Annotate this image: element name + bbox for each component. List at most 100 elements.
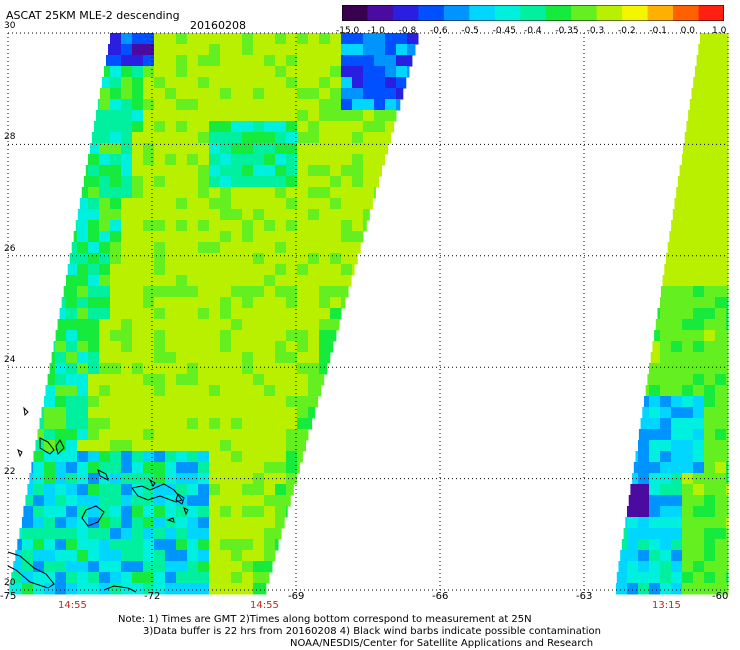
swath-cell [286,451,298,463]
swath-cell [726,231,729,243]
swath-cell [187,99,199,111]
swath-cell [242,44,254,56]
swath-cell [666,253,672,265]
swath-cell [253,165,265,177]
swath-cell [242,418,254,430]
swath-cell [143,220,155,232]
swath-cell [682,308,694,320]
swath-cell [176,143,188,155]
pass-time-3: 13:15 [652,600,681,611]
swath-cell [85,165,89,177]
swath-cell [69,253,78,265]
swath-cell [242,77,254,89]
swath-cell [319,297,331,309]
swath-cell [198,154,210,166]
swath-cell [726,572,729,584]
swath-cell [704,561,716,573]
swath-cell [308,396,319,408]
swath-cell [110,374,122,386]
swath-cell [55,396,67,408]
swath-cell [396,88,404,100]
swath-cell [286,418,298,430]
swath-cell [187,220,199,232]
swath-cell [693,121,705,133]
island-small-2 [23,406,29,417]
swath-cell [682,385,694,397]
swath-cell [154,88,166,100]
colorbar-label: -0.1 [649,26,667,36]
swath-cell [649,429,661,441]
swath-cell [682,451,694,463]
swath-cell [231,319,243,331]
date-label: 20160208 [190,19,246,32]
swath-cell [286,242,298,254]
swath-cell [99,539,111,551]
swath-cell [253,440,265,452]
swath-cell [341,220,353,232]
swath-cell [45,385,56,397]
swath-cell [110,55,122,67]
swath-cell [231,550,243,562]
swath-cell [726,473,729,485]
swath-cell [715,506,727,518]
swath-cell [264,286,276,298]
swath-cell [352,264,355,276]
swath-cell [143,198,155,210]
swath-cell [209,264,221,276]
swath-cell [55,495,67,507]
swath-cell [297,418,309,430]
swath-cell [242,451,254,463]
pass-time-1: 14:55 [58,600,87,611]
swath-cell [209,495,221,507]
swath-cell [77,231,89,243]
swath-cell [682,264,694,276]
swath-cell [682,561,694,573]
swath-cell [121,440,133,452]
swath-cell [88,253,100,265]
swath-cell [209,88,221,100]
swath-cell [242,462,254,474]
swath-cell [132,44,144,56]
swath-cell [628,495,639,507]
swath-cell [253,418,265,430]
swath-cell [66,363,78,375]
swath-cell [99,286,111,298]
swath-cell [110,561,122,573]
swath-cell [649,440,661,452]
swath-cell [704,341,716,353]
swath-cell [143,209,155,221]
swath-cell [44,583,56,595]
swath-cell [165,33,177,45]
swath-cell [297,132,309,144]
swath-cell [726,77,729,89]
swath-cell [99,143,111,155]
swath-cell [132,209,144,221]
swath-cell [297,88,309,100]
swath-cell [660,308,672,320]
swath-cell [143,275,155,287]
swath-cell [627,550,639,562]
swath-cell [88,297,100,309]
swath-cell [253,374,265,386]
swath-cell [264,539,276,551]
swath-cell [704,308,716,320]
swath-cell [275,330,287,342]
swath-cell [88,517,100,529]
swath-cell [297,462,300,474]
island-acklins [81,505,105,527]
swath-cell [154,561,166,573]
swath-cell [209,363,221,375]
swath-cell [671,374,683,386]
swath-cell [110,88,122,100]
swath-cell [154,253,166,265]
swath-cell [110,330,122,342]
swath-cell [220,429,232,441]
swath-cell [704,143,716,155]
swath-cell [154,583,166,595]
swath-cell [220,165,232,177]
swath-cell [264,418,276,430]
swath-cell [616,572,628,584]
swath-cell [319,352,331,364]
swath-cell [242,242,254,254]
swath-cell [242,528,254,540]
